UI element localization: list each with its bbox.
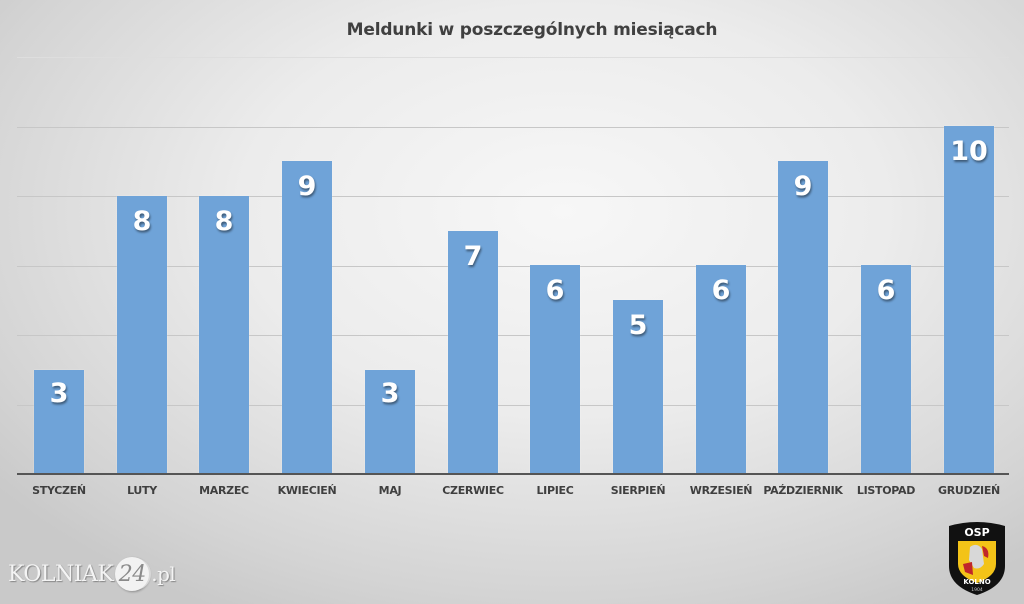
svg-text:OSP: OSP xyxy=(964,526,989,539)
x-axis-category-label: WRZESIEŃ xyxy=(689,484,753,497)
chart-title: Meldunki w poszczególnych miesiącach xyxy=(346,20,718,40)
bar: 8 xyxy=(117,196,167,474)
gridline xyxy=(17,266,1009,267)
x-axis-category-label: MARZEC xyxy=(199,484,249,497)
kolniak24-watermark: KOLNIAK 24 .pl xyxy=(8,556,176,592)
brand-suffix: .pl xyxy=(151,562,176,586)
bar-value-label: 5 xyxy=(628,310,648,341)
gridline xyxy=(17,405,1009,406)
bar: 9 xyxy=(778,161,828,474)
x-axis-category-label: LUTY xyxy=(127,484,157,497)
bar-value-label: 9 xyxy=(793,171,813,202)
brand-prefix: KOLNIAK xyxy=(8,561,114,587)
x-axis-category-label: LIPIEC xyxy=(536,484,574,497)
bar: 3 xyxy=(34,370,84,474)
bar: 3 xyxy=(365,370,415,474)
x-axis-category-label: PAŹDZIERNIK xyxy=(763,484,843,497)
bar-value-label: 8 xyxy=(132,206,152,237)
gridline xyxy=(17,127,1009,128)
x-axis-line xyxy=(17,473,1009,475)
osp-kolno-logo: OSP KOLNO 1904 xyxy=(946,520,1008,596)
svg-text:1904: 1904 xyxy=(971,587,983,593)
bar: 6 xyxy=(530,265,580,474)
plot-area: 3 STYCZEŃ 8 LUTY 8 MARZEC 9 KWIECIEŃ 3 MAJ 7 CZERWI… xyxy=(17,0,1009,604)
bar: 7 xyxy=(448,231,498,474)
bar-value-label: 3 xyxy=(380,378,400,409)
bar-value-label: 10 xyxy=(950,136,988,167)
x-axis-category-label: STYCZEŃ xyxy=(32,484,86,497)
gridline xyxy=(17,335,1009,336)
bar-value-label: 6 xyxy=(876,275,896,306)
bar: 10 xyxy=(944,126,994,474)
bar-value-label: 7 xyxy=(463,241,483,272)
brand-number-badge: 24 xyxy=(115,557,150,591)
x-axis-category-label: KWIECIEŃ xyxy=(277,484,337,497)
svg-text:KOLNO: KOLNO xyxy=(963,578,990,586)
bar-value-label: 8 xyxy=(214,206,234,237)
x-axis-category-label: MAJ xyxy=(378,484,402,497)
x-axis-category-label: CZERWIEC xyxy=(442,484,504,497)
x-axis-category-label: LISTOPAD xyxy=(856,484,916,497)
bar-value-label: 6 xyxy=(711,275,731,306)
bar-value-label: 9 xyxy=(297,171,317,202)
bar: 8 xyxy=(199,196,249,474)
x-axis-category-label: GRUDZIEŃ xyxy=(938,484,1000,497)
bar-value-label: 6 xyxy=(545,275,565,306)
bar: 6 xyxy=(696,265,746,474)
gridline xyxy=(17,57,1009,58)
x-axis-category-label: SIERPIEŃ xyxy=(610,484,666,497)
bar: 5 xyxy=(613,300,663,474)
fire-brigade-shield-icon: OSP KOLNO 1904 xyxy=(949,522,1005,595)
gridline xyxy=(17,196,1009,197)
bar-value-label: 3 xyxy=(49,378,69,409)
bar: 9 xyxy=(282,161,332,474)
bar: 6 xyxy=(861,265,911,474)
